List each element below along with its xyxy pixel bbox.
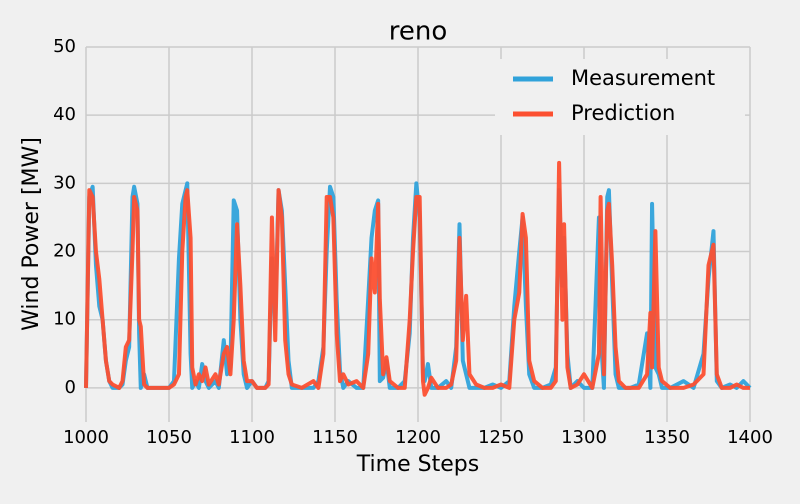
y-tick-label: 20 bbox=[53, 241, 76, 262]
x-tick-label: 1400 bbox=[727, 427, 773, 448]
x-tick-label: 1300 bbox=[561, 427, 607, 448]
x-tick-label: 1150 bbox=[312, 427, 358, 448]
legend-label: Measurement bbox=[571, 66, 715, 90]
y-tick-label: 50 bbox=[53, 36, 76, 57]
x-axis-label: Time Steps bbox=[356, 452, 479, 477]
data-line bbox=[84, 160, 750, 397]
legend-box bbox=[495, 59, 745, 135]
x-tick-label: 1100 bbox=[229, 427, 275, 448]
y-axis-label: Wind Power [MW] bbox=[19, 137, 44, 331]
y-tick-label: 0 bbox=[65, 377, 76, 398]
y-tick-label: 10 bbox=[53, 309, 76, 330]
legend-label: Prediction bbox=[571, 101, 675, 125]
x-tick-label: 1200 bbox=[395, 427, 441, 448]
x-tick-label: 1000 bbox=[63, 427, 109, 448]
x-tick-label: 1350 bbox=[644, 427, 690, 448]
x-tick-label: 1250 bbox=[478, 427, 524, 448]
y-tick-label: 40 bbox=[53, 104, 76, 125]
y-tick-label: 30 bbox=[53, 172, 76, 193]
x-tick-label: 1050 bbox=[146, 427, 192, 448]
chart-title: reno bbox=[389, 17, 448, 47]
